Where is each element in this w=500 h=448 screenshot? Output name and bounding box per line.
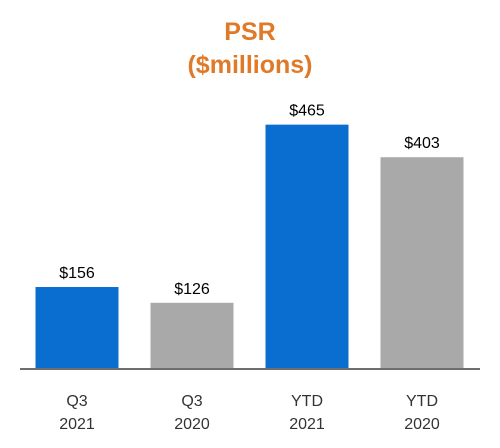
category-label-1-line-0: Q3: [181, 393, 202, 410]
bar-2: [265, 124, 349, 369]
category-label-2-line-0: YTD: [291, 393, 323, 410]
value-label-2: $465: [289, 103, 325, 120]
value-label-3: $403: [404, 135, 440, 152]
chart-subtitle: ($millions): [187, 51, 312, 79]
category-label-3-line-0: YTD: [406, 393, 438, 410]
bar-3: [380, 157, 464, 369]
bar-1: [150, 302, 234, 369]
bar-0: [35, 287, 119, 369]
category-label-1-line-1: 2020: [174, 416, 210, 433]
category-labels-group: Q3 2021 Q3 2020 YTD 2021 YTD 2020: [59, 393, 440, 433]
value-labels-group: $156 $126 $465 $403: [59, 103, 440, 298]
category-label-0-line-0: Q3: [66, 393, 87, 410]
category-label-0-line-1: 2021: [59, 416, 95, 433]
value-label-1: $126: [174, 281, 210, 298]
chart-title: PSR: [224, 18, 275, 46]
category-label-2-line-1: 2021: [289, 416, 325, 433]
value-label-0: $156: [59, 265, 95, 282]
category-label-3-line-1: 2020: [404, 416, 440, 433]
bars-group: [35, 124, 464, 369]
